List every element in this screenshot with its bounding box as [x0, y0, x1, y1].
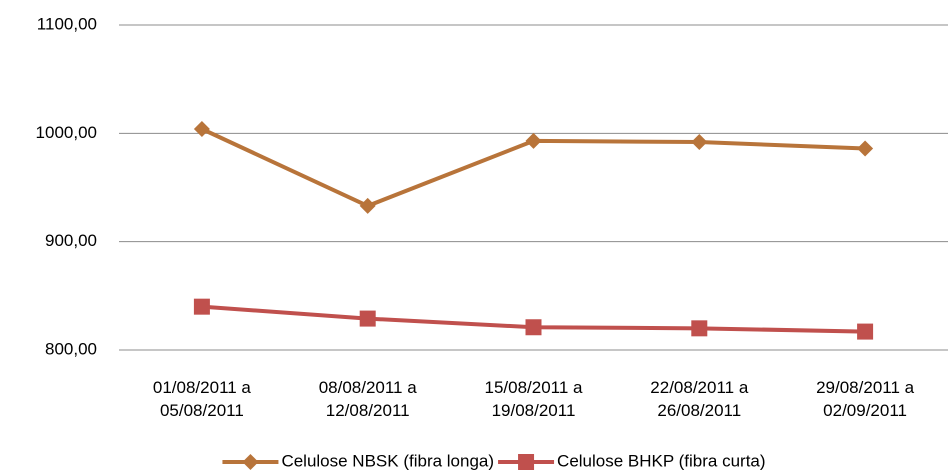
y-tick-label: 800,00	[45, 339, 97, 358]
x-tick-label: 29/08/2011 a 02/09/2011	[816, 378, 915, 420]
data-point	[525, 319, 542, 336]
x-tick-label: 15/08/2011 a 19/08/2011	[484, 378, 583, 420]
y-tick-label: 1000,00	[36, 123, 97, 142]
data-point	[857, 140, 874, 157]
legend-marker	[518, 454, 535, 470]
data-point	[691, 320, 708, 337]
y-tick-label: 900,00	[45, 231, 97, 250]
legend-label: Celulose NBSK (fibra longa)	[281, 451, 494, 470]
y-tick-label: 1100,00	[37, 14, 97, 33]
data-point	[359, 197, 376, 214]
data-point	[193, 121, 210, 137]
data-point	[691, 134, 708, 150]
x-tick-label: 22/08/2011 a 26/08/2011	[650, 378, 749, 420]
data-point	[359, 310, 376, 327]
data-point	[857, 323, 874, 340]
legend-label: Celulose BHKP (fibra curta)	[557, 451, 766, 470]
legend-marker	[242, 454, 259, 470]
data-point	[193, 298, 210, 315]
x-tick-label: 01/08/2011 a 05/08/2011	[152, 378, 251, 420]
x-tick-label: 08/08/2011 a 12/08/2011	[318, 378, 417, 420]
data-point	[525, 132, 542, 149]
